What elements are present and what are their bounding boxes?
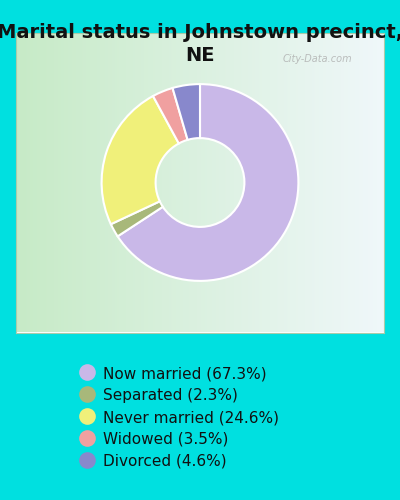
Wedge shape	[153, 88, 188, 144]
Wedge shape	[102, 96, 179, 224]
Wedge shape	[118, 84, 298, 281]
Wedge shape	[111, 202, 163, 236]
Legend: Now married (67.3%), Separated (2.3%), Never married (24.6%), Widowed (3.5%), Di: Now married (67.3%), Separated (2.3%), N…	[80, 366, 278, 469]
Text: City-Data.com: City-Data.com	[283, 54, 352, 64]
Text: Marital status in Johnstown precinct,
NE: Marital status in Johnstown precinct, NE	[0, 22, 400, 65]
Wedge shape	[172, 84, 200, 140]
